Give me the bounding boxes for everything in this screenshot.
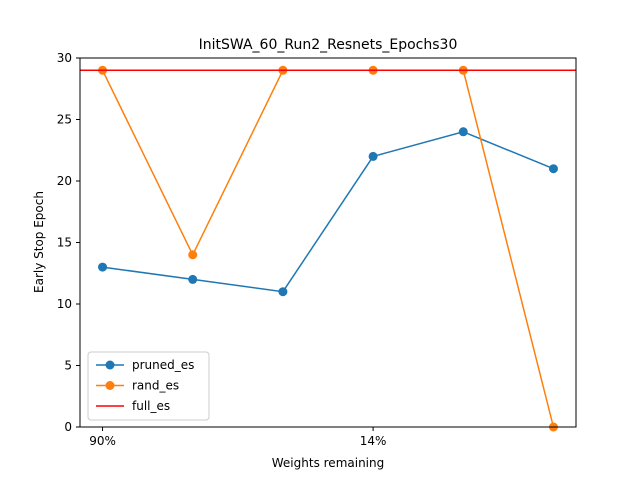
x-tick-label: 14% (360, 434, 387, 448)
y-tick-label: 10 (57, 297, 72, 311)
legend-label: full_es (132, 399, 170, 413)
x-tick-label: 90% (89, 434, 116, 448)
y-tick-label: 25 (57, 113, 72, 127)
x-axis-label: Weights remaining (272, 456, 384, 470)
legend-box (87, 351, 210, 421)
x-axis-ticks: 90% 14% (89, 427, 386, 448)
legend-item-rand_es: rand_es (96, 379, 179, 393)
point-pruned_es-4 (458, 127, 468, 137)
y-tick-label: 30 (57, 51, 72, 65)
legend-label: pruned_es (132, 358, 194, 372)
y-tick-label: 15 (57, 236, 72, 250)
legend-item-pruned_es: pruned_es (96, 358, 194, 372)
legend-item-full_es: full_es (96, 399, 170, 413)
legend: pruned_es rand_es full_es (87, 351, 210, 421)
point-pruned_es-3 (368, 151, 378, 161)
point-pruned_es-2 (278, 287, 288, 297)
legend-marker (105, 381, 115, 390)
y-tick-label: 5 (64, 359, 72, 373)
series-line-pruned_es (102, 131, 554, 293)
series-pruned_es (98, 127, 558, 297)
point-pruned_es-5 (548, 164, 558, 174)
chart-title: InitSWA_60_Run2_Resnets_Epochs30 (199, 37, 458, 53)
point-pruned_es-0 (98, 262, 108, 272)
legend-marker (105, 360, 115, 370)
y-tick-label: 0 (64, 420, 72, 434)
y-axis-ticks: 0 5 10 15 20 25 30 (57, 51, 80, 434)
point-rand_es-1 (188, 250, 198, 260)
legend-label: rand_es (132, 379, 179, 393)
y-tick-label: 20 (57, 174, 72, 188)
point-pruned_es-1 (188, 274, 198, 284)
y-axis-label: Early Stop Epoch (32, 191, 46, 293)
